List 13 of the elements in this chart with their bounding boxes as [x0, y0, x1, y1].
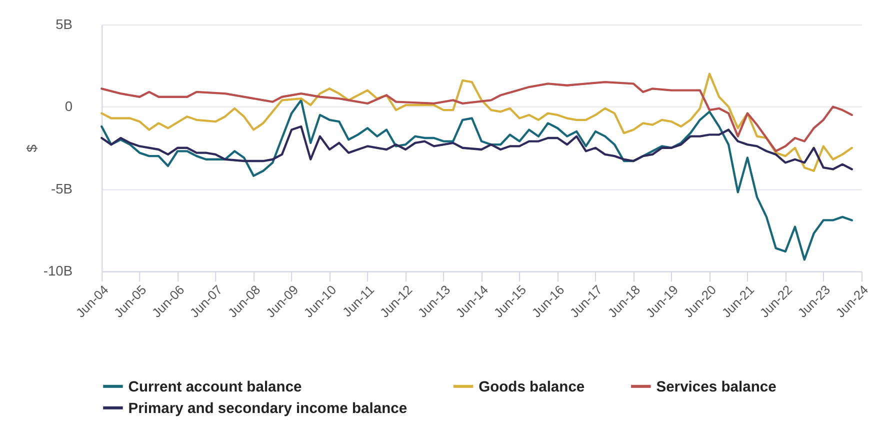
line-series [100, 99, 853, 261]
y-axis-title: $ [23, 144, 40, 152]
y-tick-label: -5B [51, 180, 73, 196]
legend-label: Goods balance [478, 379, 585, 396]
line-series [100, 72, 853, 172]
legend-label: Services balance [656, 379, 776, 396]
y-tick-label: 5B [56, 16, 73, 32]
legend-label: Current account balance [128, 379, 302, 396]
legend-label: Primary and secondary income balance [128, 400, 408, 417]
y-tick-label: -10B [43, 262, 73, 279]
line-series [100, 125, 853, 170]
y-tick-label: 0 [64, 98, 73, 114]
line-series [100, 80, 853, 152]
